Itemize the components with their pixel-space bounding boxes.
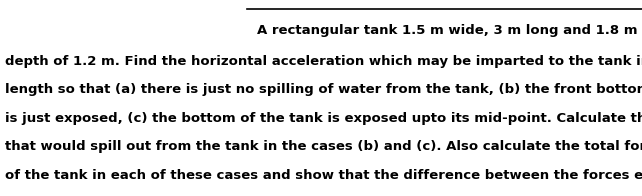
Text: length so that (a) there is just no spilling of water from the tank, (b) the fro: length so that (a) there is just no spil… (5, 83, 642, 96)
Text: is just exposed, (c) the bottom of the tank is exposed upto its mid-point. Calcu: is just exposed, (c) the bottom of the t… (5, 112, 642, 125)
Text: of the tank in each of these cases and show that the difference between the forc: of the tank in each of these cases and s… (5, 169, 642, 181)
Text: depth of 1.2 m. Find the horizontal acceleration which may be imparted to the ta: depth of 1.2 m. Find the horizontal acce… (5, 55, 642, 68)
Text: that would spill out from the tank in the cases (b) and (c). Also calculate the : that would spill out from the tank in th… (5, 140, 642, 153)
Text: A rectangular tank 1.5 m wide, 3 m long and 1.8 m deep contains water to a: A rectangular tank 1.5 m wide, 3 m long … (257, 24, 642, 36)
